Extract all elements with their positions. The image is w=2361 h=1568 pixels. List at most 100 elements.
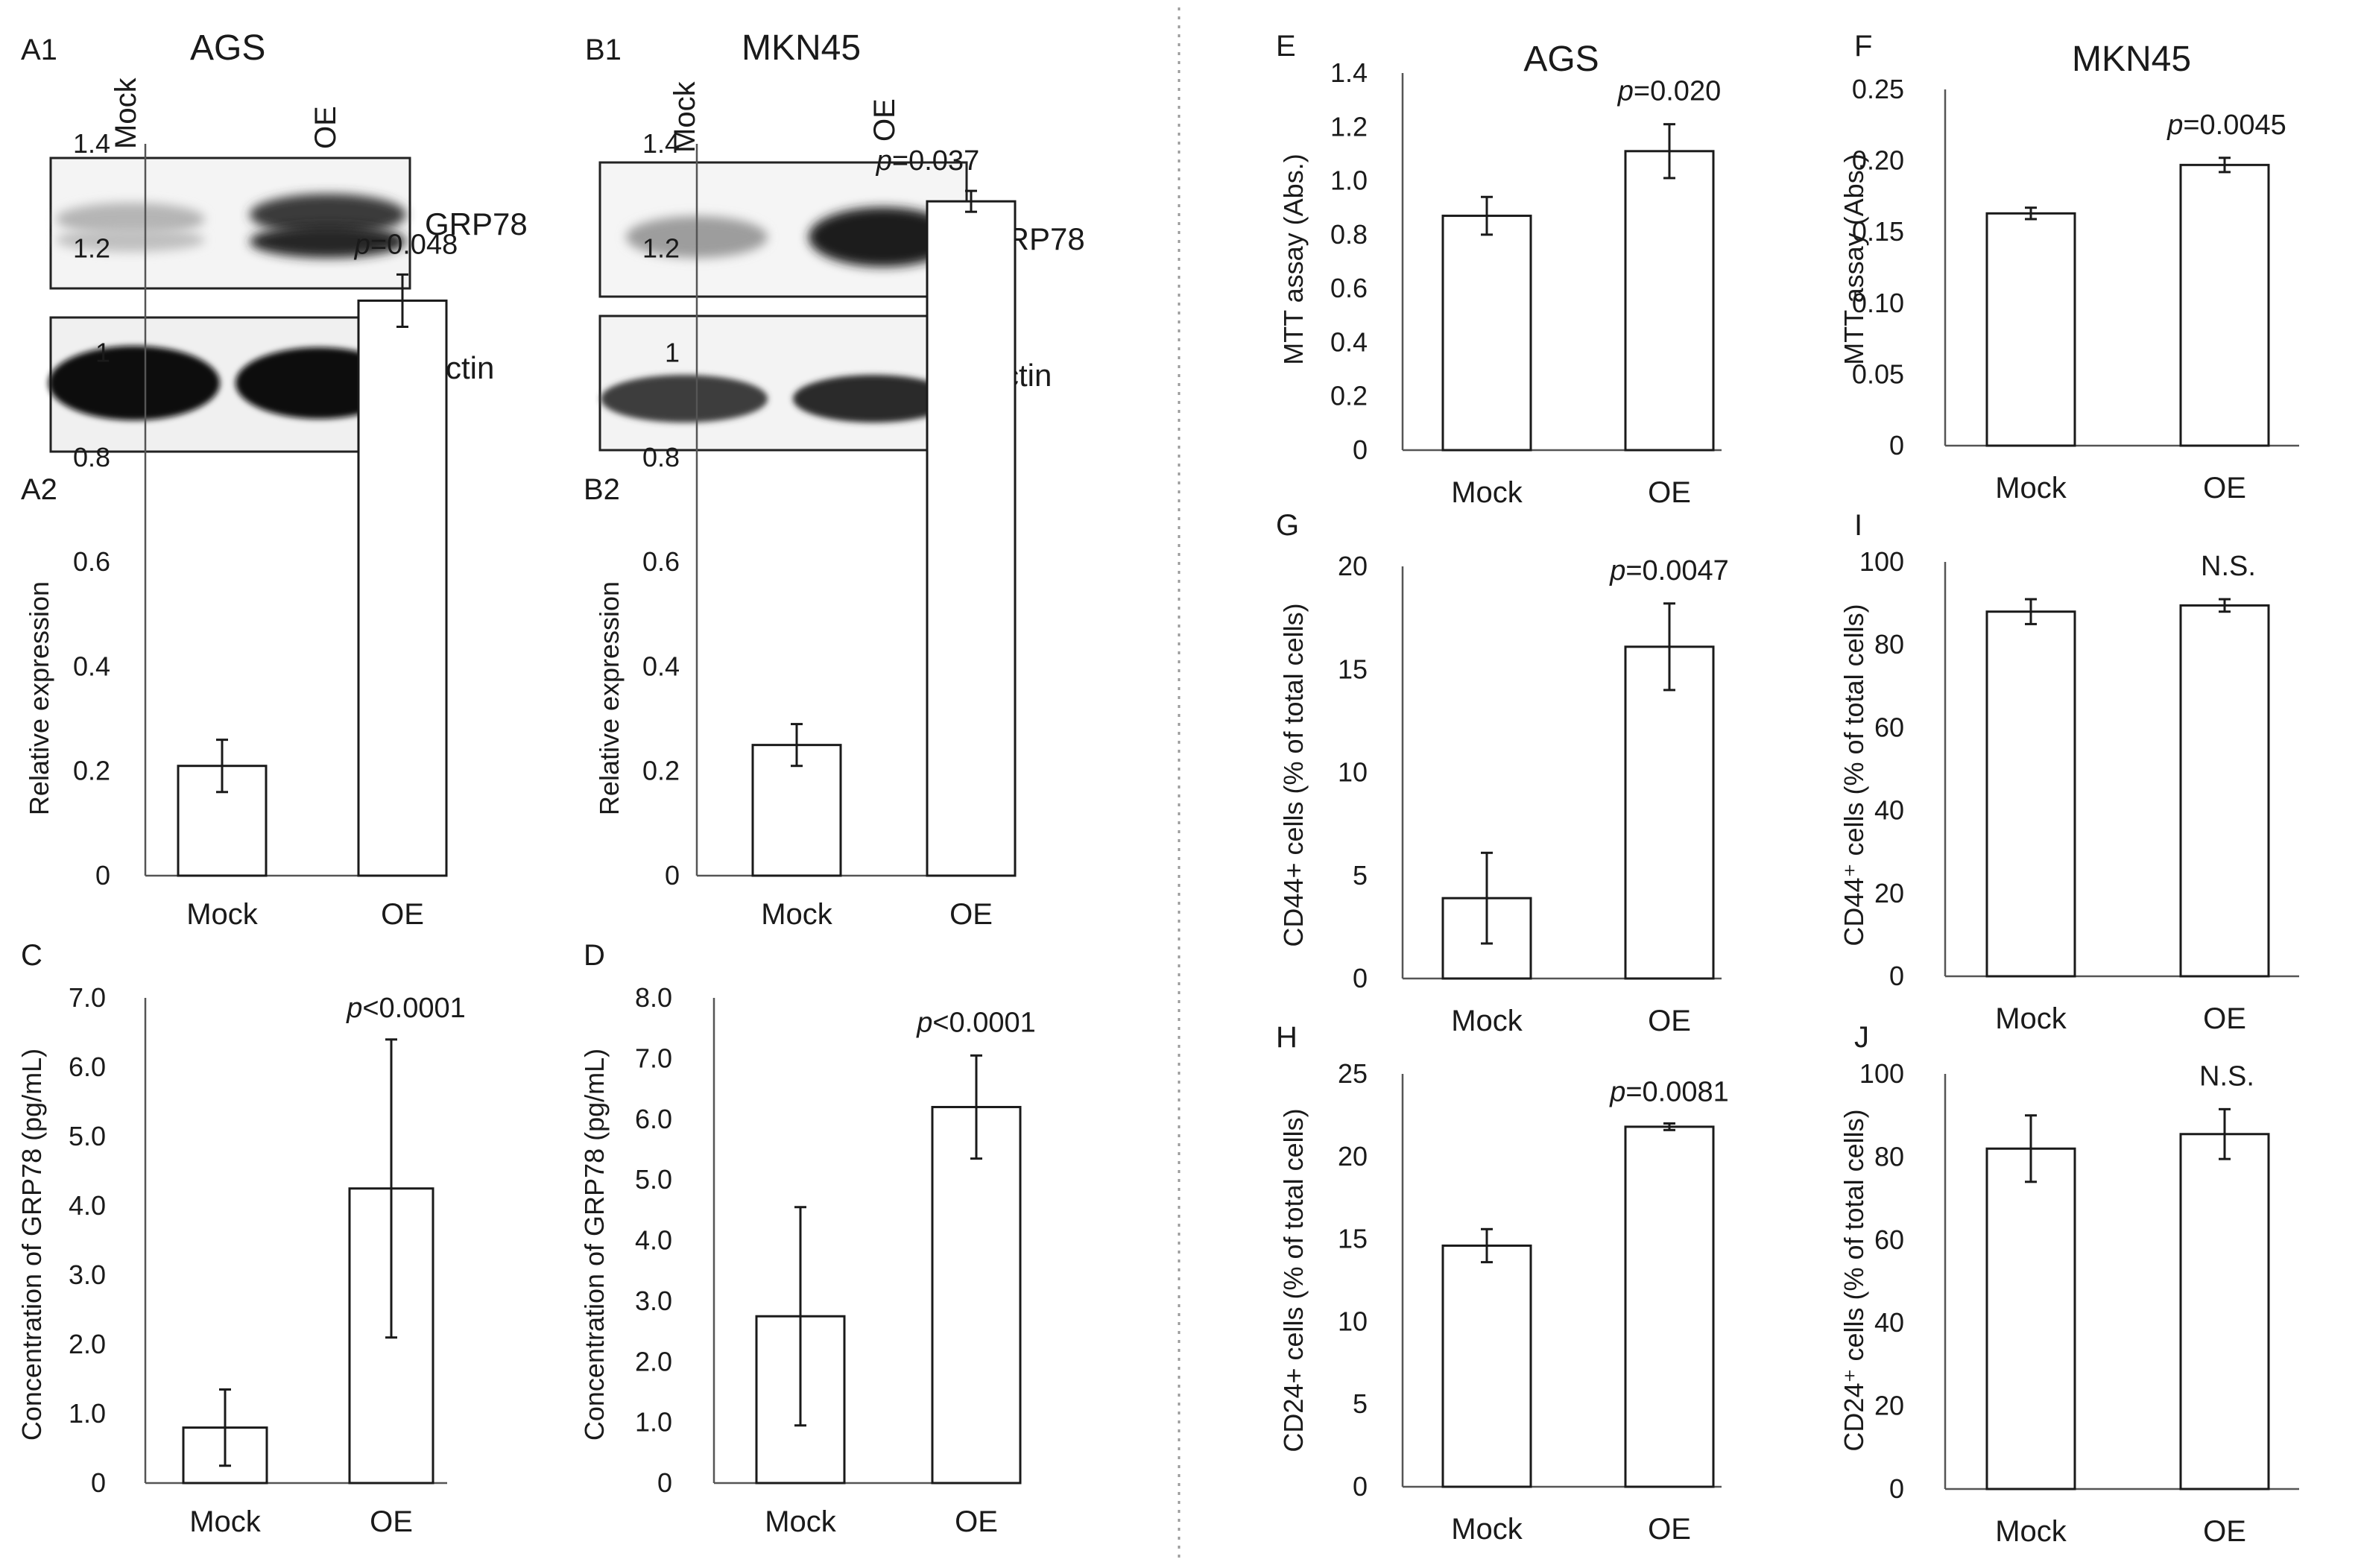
category-label-h: Mock: [1451, 1513, 1523, 1546]
p-value-annotation-h: p=0.0081: [1609, 1076, 1729, 1107]
category-label-b2: OE: [949, 898, 993, 931]
band-actin-mock-b1: [601, 375, 768, 423]
error-bar-oe-f: [2219, 157, 2231, 174]
y-axis-label-c: Concentration of GRP78 (pg/mL): [16, 1049, 47, 1441]
y-axis-label-g: CD44+ cells (% of total cells): [1278, 603, 1309, 946]
p-value-annotation-f: p=0.0045: [2166, 110, 2286, 141]
y-tick-label-h: 20: [1338, 1141, 1368, 1172]
panel-letter-i: I: [1854, 509, 1862, 542]
panel-letter-f: F: [1854, 30, 1872, 63]
bar-oe-a2: [357, 299, 448, 877]
y-tick-label-e: 1.2: [1330, 111, 1368, 142]
p-value-annotation-j: N.S.: [2199, 1060, 2254, 1092]
y-tick-label-b2: 1.2: [642, 233, 680, 263]
band-actin-oe-b1: [793, 375, 954, 423]
y-tick-label-c: 1.0: [69, 1398, 106, 1429]
y-tick-label-d: 1.0: [635, 1407, 672, 1438]
y-tick-label-c: 6.0: [69, 1052, 106, 1082]
panel-letter-d: D: [584, 939, 605, 972]
chart-panel-c: C 0 1.0 2.0 3.0 4.0 5.0 6.0 7.0 Concentration of …: [16, 939, 466, 1538]
error-bar-oe-e: [1663, 123, 1675, 180]
y-tick-label-h: 0: [1353, 1471, 1368, 1502]
lane-label-mock-a1: Mock: [110, 77, 142, 149]
y-tick-label-a2: 0.8: [73, 442, 110, 472]
bar-mock-e: [1441, 215, 1532, 452]
category-label-g: OE: [1648, 1005, 1691, 1037]
y-tick-label-f: 0.20: [1852, 145, 1904, 176]
p-value-annotation-i: N.S.: [2201, 551, 2256, 582]
y-tick-label-h: 25: [1338, 1058, 1368, 1089]
y-tick-label-b2: 0.4: [642, 651, 680, 681]
y-tick-label-e: 1.0: [1330, 165, 1368, 196]
y-tick-label-j: 60: [1874, 1224, 1904, 1255]
bar-oe-g: [1624, 645, 1715, 980]
bar-mock-h: [1441, 1244, 1532, 1488]
lane-label-mock-b1: Mock: [669, 80, 701, 153]
chart-panel-g: G 0 5 10 15 20 CD44+ cells (% of total cells) M…: [1276, 509, 1729, 1037]
error-bar-mock-d: [794, 1206, 806, 1427]
y-tick-label-d: 2.0: [635, 1346, 672, 1376]
p-symbol: p: [916, 1007, 932, 1038]
chart-panel-h: H 0 5 10 15 20 25 CD24+ cells (% of total cells…: [1276, 1021, 1729, 1546]
bar-oe-h: [1624, 1125, 1715, 1488]
y-tick-label-a2: 0: [95, 860, 110, 891]
panel-letter-c: C: [21, 939, 42, 972]
y-tick-label-c: 4.0: [69, 1190, 106, 1221]
panel-letter-h: H: [1276, 1021, 1298, 1054]
y-tick-label-h: 10: [1338, 1306, 1368, 1336]
y-tick-label-e: 0: [1353, 434, 1368, 465]
y-tick-label-e: 0.8: [1330, 219, 1368, 250]
error-bar-oe-c: [385, 1038, 397, 1339]
chart-panel-i: I 0 20 40 60 80 100 CD44⁺ cells (% of total cel…: [1839, 509, 2299, 1035]
y-tick-label-h: 15: [1338, 1224, 1368, 1254]
y-tick-label-i: 20: [1874, 878, 1904, 908]
chart-panel-d: D 0 1.0 2.0 3.0 4.0 5.0 6.0 7.0 8.0 Concentration …: [579, 939, 1036, 1538]
chart-title-f: MKN45: [2072, 39, 2191, 79]
lane-label-oe-a1: OE: [309, 106, 342, 149]
y-tick-label-i: 40: [1874, 795, 1904, 826]
p-value-text: N.S.: [2201, 551, 2256, 582]
y-tick-label-f: 0.05: [1852, 358, 1904, 389]
panel-letter-e: E: [1276, 30, 1296, 63]
y-tick-label-j: 100: [1859, 1058, 1904, 1089]
category-label-c: OE: [370, 1505, 413, 1538]
error-bar-mock-c: [219, 1388, 231, 1467]
p-value-annotation-c: p<0.0001: [346, 993, 466, 1024]
blot-title-b1: MKN45: [742, 28, 861, 68]
p-value-text: =0.0047: [1625, 555, 1728, 587]
y-tick-label-d: 3.0: [635, 1286, 672, 1316]
error-bar-mock-a2: [216, 739, 228, 794]
category-label-f: OE: [2203, 472, 2246, 505]
error-bar-oe-b2: [965, 189, 977, 213]
y-tick-label-f: 0.10: [1852, 288, 1904, 318]
y-tick-label-d: 0: [657, 1467, 672, 1498]
y-tick-label-b2: 0: [665, 860, 680, 891]
band-grp78-mock-a1-lower: [56, 228, 205, 252]
band-label-grp78-a1: GRP78: [425, 206, 528, 241]
p-symbol: p: [346, 993, 362, 1024]
y-tick-label-d: 7.0: [635, 1043, 672, 1073]
panel-letter-b1: B1: [585, 34, 622, 66]
lane-label-oe-b1: OE: [868, 98, 901, 142]
category-label-d: Mock: [765, 1505, 837, 1538]
y-tick-label-d: 6.0: [635, 1104, 672, 1134]
category-label-c: Mock: [189, 1505, 262, 1538]
band-actin-mock-a1: [48, 346, 220, 420]
chart-panel-a2: A2 0 0.2 0.4 0.6 0.8 1 1.2 1.4 Relative expressio…: [21, 128, 458, 931]
category-label-g: Mock: [1451, 1005, 1523, 1037]
p-symbol: p: [354, 229, 370, 260]
category-label-f: Mock: [1995, 472, 2067, 505]
y-tick-label-b2: 0.6: [642, 546, 680, 577]
p-value-annotation-d: p<0.0001: [916, 1007, 1036, 1038]
blot-panel-a1: A1 AGS Mock OE GRP78 Actin: [21, 28, 528, 453]
p-value-text: =0.0045: [2183, 110, 2286, 141]
p-value-annotation-g: p=0.0047: [1609, 555, 1729, 587]
blot-title-a1: AGS: [190, 28, 265, 68]
y-tick-label-c: 0: [91, 1467, 106, 1498]
error-bar-oe-h: [1663, 1122, 1675, 1131]
y-tick-label-e: 0.6: [1330, 273, 1368, 303]
p-value-text: <0.0001: [362, 993, 465, 1024]
y-tick-label-f: 0.15: [1852, 216, 1904, 247]
band-grp78-oe-a1: [250, 194, 406, 235]
y-tick-label-c: 3.0: [69, 1259, 106, 1290]
